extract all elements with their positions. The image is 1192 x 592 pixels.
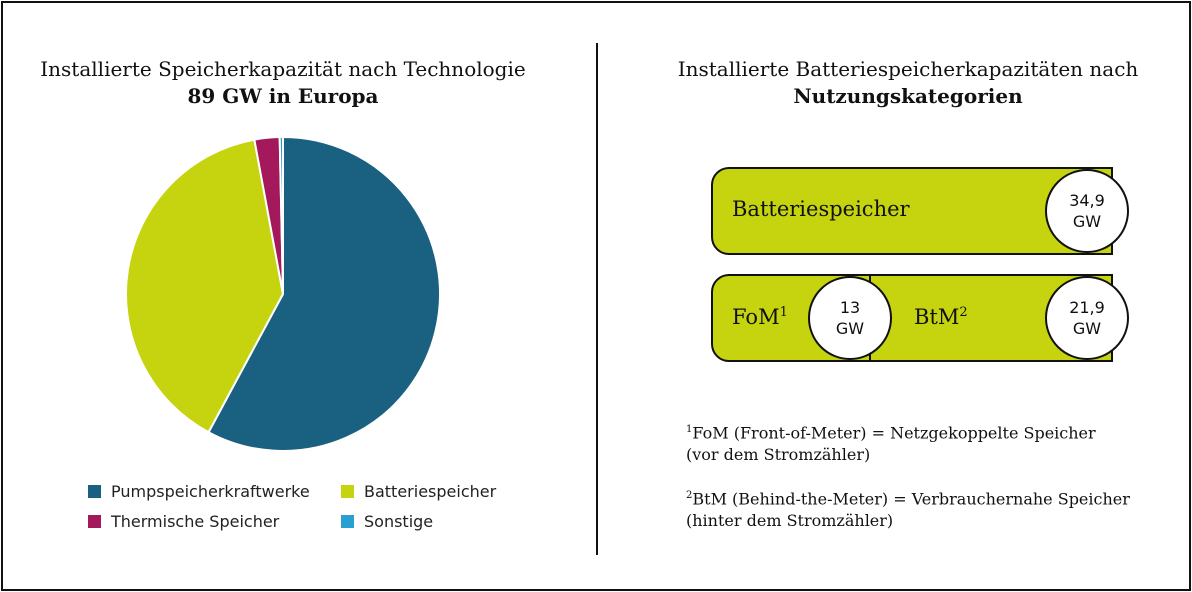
line: (hinter dem Stromzähler)	[686, 511, 894, 531]
label: FoM	[732, 305, 780, 329]
unit: GW	[1072, 319, 1102, 338]
line: FoM (Front-of-Meter) = Netzgekoppelte Sp…	[692, 423, 1096, 443]
line: (vor dem Stromzähler)	[686, 445, 871, 465]
legend-swatch	[88, 485, 101, 498]
bar-label-btm: BtM2	[914, 305, 968, 329]
legend-swatch	[341, 515, 354, 528]
sup: 1	[686, 424, 693, 435]
bar-label-fom: FoM1	[732, 305, 788, 329]
pie-slice-sonstige	[278, 135, 284, 295]
bars-title: Installierte Batteriespeicherkapazitäten…	[643, 56, 1173, 110]
unit: GW	[1072, 212, 1102, 231]
value-circle-fom: 13 GW	[808, 276, 892, 360]
value-circle-btm: 21,9 GW	[1045, 276, 1129, 360]
footnote-2: 2BtM (Behind-the-Meter) = Verbrauchernah…	[686, 485, 1130, 532]
divider	[596, 43, 598, 555]
legend-item-sonstige: Sonstige	[341, 512, 433, 531]
value: 34,9	[1069, 191, 1105, 210]
sup: 2	[686, 490, 693, 501]
value-circle-batteriespeicher: 34,9 GW	[1045, 169, 1129, 253]
bars-title-bold: Nutzungskategorien	[793, 84, 1023, 108]
pie-slice-batteriespeicher	[125, 138, 285, 434]
legend-label: Pumpspeicherkraftwerke	[111, 482, 310, 501]
pie-title: Installierte Speicherkapazität nach Tech…	[23, 56, 543, 110]
value: 13	[839, 298, 861, 317]
legend-item-pumpspeicher: Pumpspeicherkraftwerke	[88, 482, 310, 501]
legend-item-thermisch: Thermische Speicher	[88, 512, 279, 531]
legend-label: Thermische Speicher	[111, 512, 280, 531]
label: BtM	[914, 305, 960, 329]
footnote-1: 1FoM (Front-of-Meter) = Netzgekoppelte S…	[686, 419, 1096, 466]
sup: 1	[779, 305, 788, 320]
value: 21,9	[1069, 298, 1105, 317]
legend-swatch	[341, 485, 354, 498]
bars-title-text: Installierte Batteriespeicherkapazitäten…	[677, 57, 1139, 81]
legend-label: Batteriespeicher	[364, 482, 497, 501]
sup: 2	[959, 305, 968, 320]
legend-item-batterie: Batteriespeicher	[341, 482, 496, 501]
unit: GW	[835, 319, 865, 338]
pie-slice-pumpspeicherkraftwerke	[207, 135, 441, 452]
line: BtM (Behind-the-Meter) = Verbrauchernahe…	[692, 489, 1130, 509]
pie-title-text: Installierte Speicherkapazität nach Tech…	[40, 57, 526, 81]
legend-label: Sonstige	[364, 512, 434, 531]
bar-label-batteriespeicher: Batteriespeicher	[732, 197, 910, 221]
pie-subtitle: 89 GW in Europa	[187, 84, 379, 108]
legend-swatch	[88, 515, 101, 528]
pie-chart	[125, 135, 441, 452]
